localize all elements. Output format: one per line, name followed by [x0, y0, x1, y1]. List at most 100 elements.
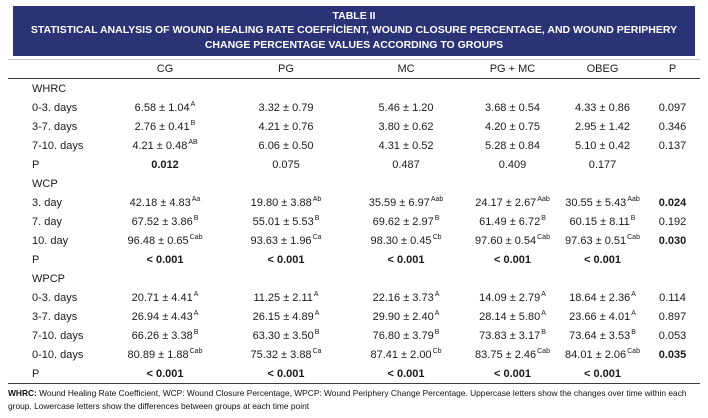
significance-superscript: Cab: [537, 348, 550, 356]
p-value-cell: < 0.001: [387, 367, 425, 380]
table-row: 10. day 96.48 ± 0.65Cab 93.63 ± 1.96Ca 98.3…: [8, 231, 700, 250]
value-cell: 29.90 ± 2.40A: [347, 307, 465, 326]
row-label: 0-3. days: [32, 101, 78, 114]
value-cell: 2.95 ± 1.42: [560, 117, 645, 136]
p-value-cell: 0.897: [658, 310, 687, 323]
value-cell: 3.80 ± 0.62: [347, 117, 465, 136]
mean-sd-value: 6.06 ± 0.50: [258, 139, 314, 152]
table-footnote: WHRC: Wound Healing Rate Coefficient, WC…: [8, 387, 700, 412]
empty-cell: [105, 174, 225, 193]
section-label: WCP: [32, 177, 58, 190]
mean-sd-value: 24.17 ± 2.67: [475, 196, 537, 209]
p-value-cell: 0.487: [392, 158, 420, 171]
mean-sd-value: 97.60 ± 0.54: [475, 234, 537, 247]
value-cell: 30.55 ± 5.43Aab: [560, 193, 645, 212]
significance-superscript: Cab: [189, 348, 203, 356]
footnote-text: Wound Healing Rate Coefficient, WCP: Wou…: [8, 388, 687, 412]
p-value-cell: < 0.001: [146, 367, 184, 380]
value-cell: 75.32 ± 3.88Ca: [225, 345, 347, 364]
section-row-wcp: WCP: [8, 174, 700, 193]
mean-sd-value: 80.89 ± 1.88: [127, 348, 189, 361]
empty-cell: [560, 269, 645, 288]
table-row: 7-10. days 4.21 ± 0.48AB 6.06 ± 0.50 4.31 ±…: [8, 136, 700, 155]
p-value-cell: 0.192: [658, 215, 687, 228]
p-value-cell: 0.035: [658, 348, 687, 361]
p-value-cell: 0.137: [658, 139, 687, 152]
value-cell: 4.21 ± 0.76: [225, 117, 347, 136]
table-number: TABLE II: [332, 10, 376, 22]
significance-superscript: B: [541, 215, 546, 223]
value-cell: 69.62 ± 2.97B: [347, 212, 465, 231]
column-header-pg: PG: [278, 63, 294, 76]
significance-superscript: Aa: [191, 196, 201, 204]
mean-sd-value: 5.28 ± 0.84: [485, 139, 540, 152]
mean-sd-value: 55.01 ± 5.53: [252, 215, 314, 228]
value-cell: 98.30 ± 0.45Cb: [347, 231, 465, 250]
significance-superscript: A: [190, 101, 196, 109]
section-row-whrc: WHRC: [8, 79, 700, 99]
mean-sd-value: 23.66 ± 4.01: [569, 310, 631, 323]
results-table: CG PG MC PG + MC OBEG P WHRC 0-3. days 6.5…: [8, 59, 700, 384]
empty-cell: [645, 364, 700, 384]
significance-superscript: Aab: [430, 196, 444, 204]
value-cell: 55.01 ± 5.53B: [225, 212, 347, 231]
mean-sd-value: 84.01 ± 2.06: [565, 348, 627, 361]
significance-superscript: Aab: [537, 196, 550, 204]
value-cell: 26.94 ± 4.43A: [105, 307, 225, 326]
value-cell: 4.33 ± 0.86: [560, 98, 645, 117]
mean-sd-value: 3.80 ± 0.62: [378, 120, 434, 133]
mean-sd-value: 98.30 ± 0.45: [370, 234, 432, 247]
p-row-label: P: [32, 253, 40, 266]
empty-cell: [105, 79, 225, 99]
p-value-cell: < 0.001: [267, 253, 305, 266]
value-cell: 6.06 ± 0.50: [225, 136, 347, 155]
p-value-cell: 0.030: [658, 234, 687, 247]
footnote-abbreviation: WHRC:: [8, 388, 37, 399]
value-cell: 97.63 ± 0.51Cab: [560, 231, 645, 250]
value-cell: 63.30 ± 3.50B: [225, 326, 347, 345]
mean-sd-value: 22.16 ± 3.73: [372, 291, 434, 304]
empty-cell: [645, 155, 700, 174]
significance-superscript: Cb: [432, 234, 442, 242]
mean-sd-value: 29.90 ± 2.40: [372, 310, 434, 323]
significance-superscript: A: [313, 291, 319, 299]
row-label: 7-10. days: [32, 139, 84, 152]
empty-cell: [645, 79, 700, 99]
row-label: 7. day: [32, 215, 62, 228]
mean-sd-value: 83.75 ± 2.46: [475, 348, 537, 361]
table-row: 0-3. days 6.58 ± 1.04A 3.32 ± 0.79 5.46 ± 1…: [8, 98, 700, 117]
table-title: STATISTICAL ANALYSIS OF WOUND HEALING RA…: [30, 24, 678, 51]
row-label: 3-7. days: [32, 120, 78, 133]
value-cell: 3.32 ± 0.79: [225, 98, 347, 117]
mean-sd-value: 19.80 ± 3.88: [250, 196, 312, 209]
significance-superscript: Aab: [627, 196, 640, 204]
value-cell: 5.46 ± 1.20: [347, 98, 465, 117]
significance-superscript: B: [193, 215, 199, 223]
mean-sd-value: 6.58 ± 1.04: [134, 101, 190, 114]
p-value-cell: 0.075: [272, 158, 300, 171]
p-row: P < 0.001 < 0.001 < 0.001 < 0.001 < 0.001: [8, 364, 700, 384]
p-value-cell: 0.114: [659, 291, 686, 304]
row-label: 3. day: [32, 196, 62, 209]
value-cell: 11.25 ± 2.11A: [225, 288, 347, 307]
empty-cell: [225, 79, 347, 99]
empty-cell: [465, 269, 560, 288]
value-cell: 42.18 ± 4.83Aa: [105, 193, 225, 212]
table-row: 3-7. days 26.94 ± 4.43A 26.15 ± 4.89A 29.90…: [8, 307, 700, 326]
row-label: 10. day: [32, 234, 69, 247]
significance-superscript: Ca: [312, 348, 322, 356]
significance-superscript: A: [541, 291, 546, 299]
value-cell: 4.20 ± 0.75: [465, 117, 560, 136]
empty-cell: [645, 269, 700, 288]
mean-sd-value: 73.83 ± 3.17: [479, 329, 541, 342]
column-header-row: CG PG MC PG + MC OBEG P: [8, 59, 700, 79]
p-value-cell: 0.409: [498, 158, 527, 171]
value-cell: 73.64 ± 3.53B: [560, 326, 645, 345]
value-cell: 84.01 ± 2.06Cab: [560, 345, 645, 364]
p-row: P 0.012 0.075 0.487 0.409 0.177: [8, 155, 700, 174]
value-cell: 5.10 ± 0.42: [560, 136, 645, 155]
significance-superscript: A: [193, 310, 199, 318]
empty-cell: [560, 79, 645, 99]
section-label: WPCP: [32, 272, 65, 285]
value-cell: 35.59 ± 6.97Aab: [347, 193, 465, 212]
